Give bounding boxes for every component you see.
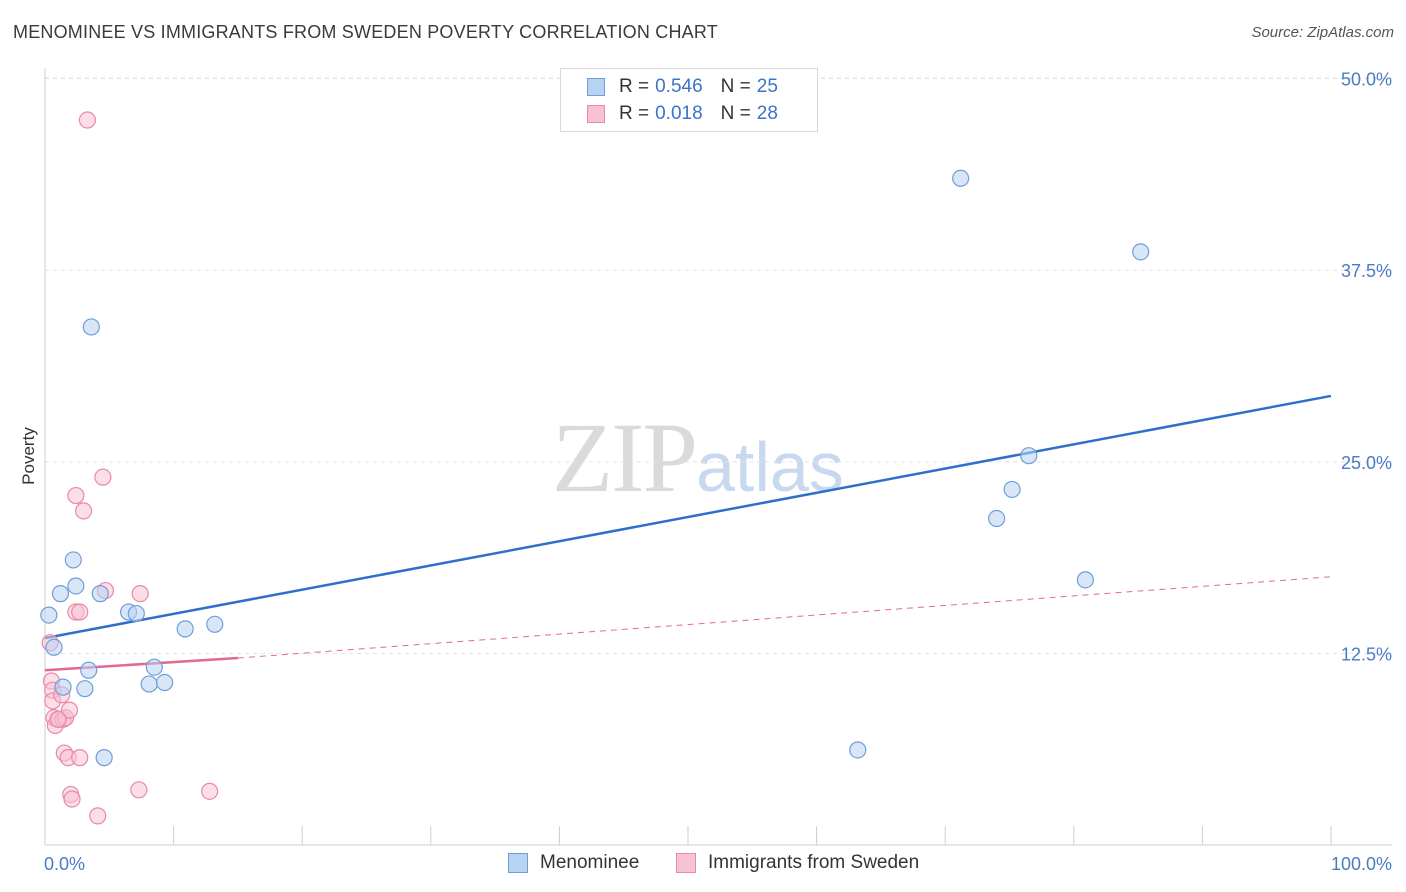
trend-lines [44,394,1332,672]
series-swatch-pink [676,853,696,873]
grid-lines [45,77,1392,654]
menominee-point[interactable] [127,604,145,623]
sweden-point[interactable] [71,603,89,621]
menominee-point[interactable] [1003,480,1021,499]
series-legend-label: Immigrants from Sweden [708,852,920,873]
sweden-trend-extension [237,576,1332,659]
watermark: ZIPatlas [552,400,844,515]
sweden-point[interactable] [131,585,149,603]
menominee-point[interactable] [80,661,98,679]
menominee-point[interactable] [95,749,113,767]
series-legend-menominee[interactable]: Menominee [508,852,639,874]
menominee-point[interactable] [140,675,158,693]
menominee-point[interactable] [91,585,109,603]
legend-n-label: N = [720,103,751,124]
y-tick-label: 37.5% [1341,261,1392,281]
menominee-point[interactable] [952,169,970,187]
menominee-trend-line [44,394,1332,640]
sweden-trend-line [44,656,238,672]
y-tick-label: 12.5% [1341,644,1392,664]
sweden-point[interactable] [130,781,148,799]
menominee-point[interactable] [64,551,82,569]
menominee-point[interactable] [1132,243,1150,261]
legend-row-sweden: R = 0.018 N = 28 [587,103,778,125]
series-legend-sweden[interactable]: Immigrants from Sweden [676,852,919,874]
y-tick-label: 50.0% [1341,70,1392,90]
menominee-point[interactable] [51,585,70,603]
sweden-point[interactable] [67,486,85,505]
menominee-point[interactable] [988,509,1006,528]
menominee-point[interactable] [45,638,63,656]
source-label: Source: ZipAtlas.com [1251,24,1394,41]
watermark-zip: ZIP [552,402,698,513]
legend-r-label: R = [619,76,650,97]
menominee-point[interactable] [76,680,94,698]
x-tick-label: 0.0% [44,854,85,874]
menominee-point[interactable] [849,741,867,759]
data-points [40,111,1150,825]
sweden-point[interactable] [63,790,81,808]
legend-n-value: 28 [756,103,778,124]
menominee-point[interactable] [40,606,58,624]
x-ticks [173,826,1332,845]
menominee-point[interactable] [155,673,174,692]
x-tick-labels: 0.0% 100.0% [44,854,1392,874]
legend-n-label: N = [720,76,751,97]
sweden-point[interactable] [49,710,67,728]
series-swatch-blue [508,853,528,873]
x-tick-label: 100.0% [1331,854,1392,874]
series-legend: Menominee Immigrants from Sweden [0,852,1406,878]
chart-title: MENOMINEE VS IMMIGRANTS FROM SWEDEN POVE… [13,22,718,42]
legend-r-value: 0.018 [655,103,703,124]
legend-swatch-blue [587,78,605,96]
sweden-point[interactable] [71,749,89,767]
legend-swatch-pink [587,105,605,123]
y-tick-label: 25.0% [1341,453,1392,473]
series-legend-label: Menominee [540,852,640,873]
legend-r-value: 0.546 [655,76,703,97]
y-axis-title: Poverty [19,427,38,485]
menominee-point[interactable] [82,318,100,336]
y-tick-labels: 12.5% 25.0% 37.5% 50.0% [1341,70,1392,665]
menominee-point[interactable] [1076,571,1094,589]
menominee-point[interactable] [145,658,163,676]
sweden-point[interactable] [60,701,79,719]
axes [44,68,1392,846]
legend-n-value: 25 [756,76,778,97]
sweden-point[interactable] [94,468,112,486]
menominee-point[interactable] [67,577,85,595]
stats-legend: R = 0.546 N = 25 R = 0.018 N = 28 [560,68,818,132]
menominee-point[interactable] [54,678,72,696]
menominee-point[interactable] [1020,447,1038,465]
legend-r-label: R = [619,103,650,124]
menominee-point[interactable] [206,615,224,633]
menominee-point[interactable] [176,620,194,638]
sweden-point[interactable] [74,502,93,520]
sweden-point[interactable] [201,782,219,800]
sweden-point[interactable] [89,807,107,825]
legend-row-menominee: R = 0.546 N = 25 [587,76,778,98]
sweden-point[interactable] [78,111,97,129]
